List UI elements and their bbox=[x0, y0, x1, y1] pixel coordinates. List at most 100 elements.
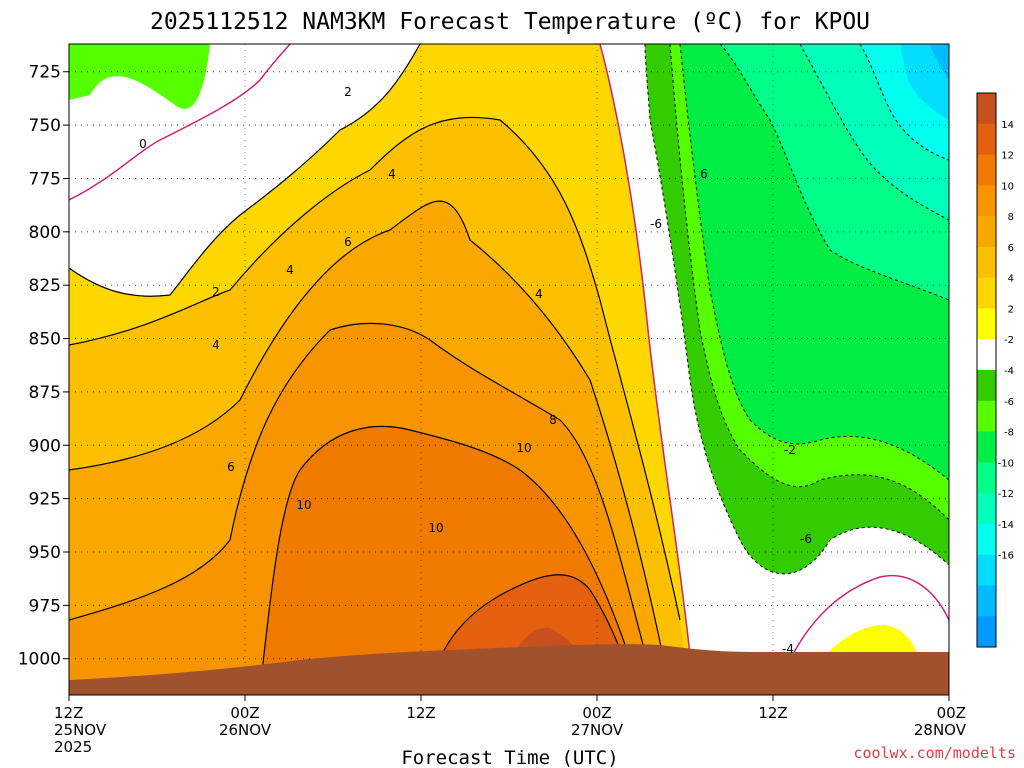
colorbar-swatch bbox=[977, 339, 996, 371]
colorbar-label: -12 bbox=[998, 489, 1014, 500]
colorbar-swatch bbox=[977, 585, 996, 617]
contour-label: 4 bbox=[212, 338, 220, 352]
credit-text: coolwx.com/modelts bbox=[853, 744, 1016, 762]
contour-label: -6 bbox=[800, 532, 812, 546]
colorbar-swatch bbox=[977, 154, 996, 186]
y-tick-label: 800 bbox=[29, 223, 61, 243]
x-tick-label: 12Z bbox=[406, 704, 435, 722]
y-tick-label: 900 bbox=[29, 436, 61, 456]
contour-line-0-right bbox=[599, 44, 691, 656]
x-tick-label: 25NOV bbox=[54, 721, 107, 739]
contour-line-minus8 bbox=[719, 44, 949, 301]
x-tick-label: 12Z bbox=[54, 704, 83, 722]
colorbar-swatch bbox=[977, 616, 996, 648]
y-axis: 725 750 775 800 825 850 875 900 925 950 975 1000 bbox=[18, 63, 69, 670]
colorbar-label: 6 bbox=[1008, 243, 1014, 254]
contour-label: 6 bbox=[344, 235, 352, 249]
y-tick-label: 1000 bbox=[18, 650, 61, 670]
x-tick-label: 00Z bbox=[230, 704, 259, 722]
contour-line-minus4 bbox=[669, 44, 949, 521]
contour-line-0-upper-left bbox=[69, 44, 291, 201]
contour-label: -2 bbox=[784, 443, 796, 457]
y-tick-label: 725 bbox=[29, 63, 61, 83]
contour-label: 2 bbox=[344, 85, 352, 99]
colorbar-label: 14 bbox=[1001, 120, 1014, 131]
contour-label: 6 bbox=[700, 167, 708, 181]
colorbar-label: 10 bbox=[1001, 181, 1014, 192]
colorbar-label: -16 bbox=[998, 551, 1014, 562]
contour-line-8 bbox=[69, 322, 656, 691]
band-minus16-plus bbox=[930, 44, 949, 80]
x-tick-label: 26NOV bbox=[219, 721, 272, 739]
contour-label: 10 bbox=[428, 521, 443, 535]
colorbar-label: -10 bbox=[998, 458, 1014, 469]
y-tick-label: 875 bbox=[29, 383, 61, 403]
contour-labels: 0 2 4 6 4 2 4 6 4 8 10 10 10 6 -6 -2 -6 … bbox=[139, 85, 812, 656]
contour-line-minus10 bbox=[799, 44, 949, 221]
chart-title: 2025112512 NAM3KM Forecast Temperature (… bbox=[150, 9, 870, 35]
colorbar-label: 4 bbox=[1008, 274, 1014, 285]
y-tick-label: 775 bbox=[29, 169, 61, 189]
colorbar-label: 12 bbox=[1001, 151, 1014, 162]
colorbar-swatch bbox=[977, 123, 996, 156]
contour-line-12 bbox=[429, 574, 636, 691]
contour-label: 4 bbox=[535, 287, 543, 301]
grid bbox=[69, 44, 949, 695]
contour-line-0-lower-right bbox=[789, 574, 949, 661]
terrain-surface bbox=[69, 644, 949, 695]
colorbar-swatch bbox=[977, 216, 996, 248]
contour-line-10 bbox=[259, 425, 641, 691]
colorbar-label: -2 bbox=[1004, 335, 1014, 346]
colorbar-swatch bbox=[977, 308, 996, 340]
colorbar-label: -4 bbox=[1004, 366, 1014, 377]
contour-label: 0 bbox=[139, 137, 147, 151]
contour-line-6 bbox=[69, 200, 671, 691]
contour-label: 4 bbox=[388, 167, 396, 181]
colorbar-swatch bbox=[977, 277, 996, 309]
x-tick-label: 27NOV bbox=[571, 721, 624, 739]
y-tick-label: 750 bbox=[29, 116, 61, 136]
contour-line-2-upper-left bbox=[69, 44, 421, 297]
colorbar-swatch bbox=[977, 400, 996, 433]
colorbar-swatch bbox=[977, 370, 996, 402]
x-tick-label: 12Z bbox=[758, 704, 787, 722]
y-tick-label: 975 bbox=[29, 596, 61, 616]
colorbar-swatch bbox=[977, 523, 996, 556]
colorbar-label: -8 bbox=[1004, 428, 1014, 439]
x-tick-label: 28NOV bbox=[914, 721, 967, 739]
colorbar-swatch bbox=[977, 462, 996, 494]
x-axis-label: Forecast Time (UTC) bbox=[401, 747, 618, 768]
plot-area bbox=[69, 44, 949, 695]
y-tick-label: 950 bbox=[29, 543, 61, 563]
x-tick-label: 2025 bbox=[54, 738, 92, 756]
contour-label: -6 bbox=[650, 217, 662, 231]
y-tick-label: 850 bbox=[29, 330, 61, 350]
plot-frame bbox=[68, 43, 950, 696]
band-2-to-4-lower-right bbox=[820, 625, 920, 660]
colorbar-label: -6 bbox=[1004, 397, 1014, 408]
colorbar: 14 12 10 8 6 4 2 -2 -4 -6 -8 -10 -12 -14 -16 bbox=[976, 92, 1014, 648]
contour-label: 2 bbox=[212, 285, 220, 299]
contour-label: -4 bbox=[782, 642, 794, 656]
colorbar-label: -14 bbox=[998, 520, 1014, 531]
colorbar-swatch bbox=[977, 185, 996, 217]
contour-line-minus6 bbox=[679, 44, 949, 481]
band-minus14-to-minus16 bbox=[900, 44, 949, 120]
colorbar-swatch bbox=[977, 554, 996, 586]
colorbar-label: 2 bbox=[1008, 304, 1014, 315]
contour-line-4 bbox=[69, 116, 681, 621]
contour-label: 4 bbox=[286, 263, 294, 277]
band-below-0-upper-left bbox=[69, 44, 210, 109]
contour-label: 10 bbox=[516, 441, 531, 455]
colorbar-swatch bbox=[977, 493, 996, 525]
y-tick-label: 825 bbox=[29, 276, 61, 296]
x-tick-label: 00Z bbox=[937, 704, 966, 722]
x-tick-label: 00Z bbox=[582, 704, 611, 722]
colorbar-frame bbox=[976, 92, 997, 648]
contour-label: 6 bbox=[227, 460, 235, 474]
colorbar-label: 8 bbox=[1008, 212, 1014, 223]
contour-label: 10 bbox=[296, 498, 311, 512]
contour-label: 8 bbox=[549, 413, 557, 427]
